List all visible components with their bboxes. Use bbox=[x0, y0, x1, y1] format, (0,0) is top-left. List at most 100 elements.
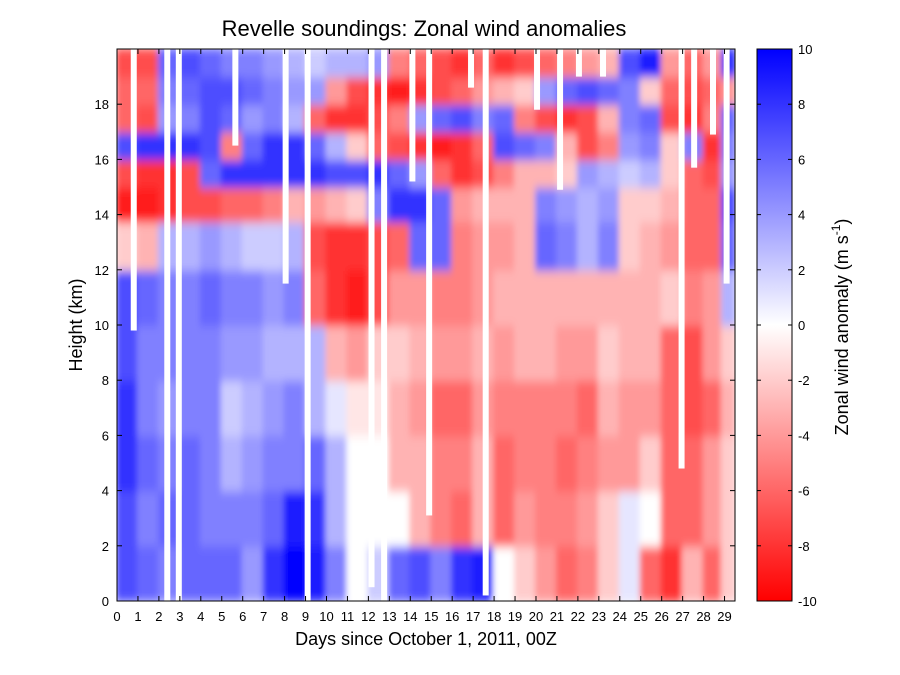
data-gap bbox=[710, 49, 717, 135]
heatmap-cell bbox=[117, 434, 139, 492]
heatmap-cell bbox=[597, 324, 621, 382]
heatmap-cell bbox=[597, 489, 621, 547]
heatmap-cell bbox=[178, 268, 202, 326]
heatmap-cell bbox=[283, 158, 307, 188]
heatmap-cell bbox=[136, 130, 160, 161]
heatmap-cell bbox=[660, 75, 684, 106]
heatmap-cell bbox=[283, 434, 307, 492]
colorbar-label: Zonal wind anomaly (m s-1) bbox=[829, 219, 852, 436]
heatmap-cell bbox=[220, 130, 244, 161]
heatmap-cell bbox=[597, 130, 621, 161]
heatmap-cell bbox=[618, 324, 642, 382]
heatmap-cell bbox=[534, 324, 558, 382]
heatmap-cell bbox=[262, 379, 286, 437]
heatmap-cell bbox=[283, 103, 307, 133]
heatmap-cell bbox=[136, 324, 160, 382]
x-tick-label: 18 bbox=[487, 609, 501, 624]
colorbar-tick-label: 10 bbox=[798, 42, 812, 57]
heatmap-cell bbox=[430, 544, 454, 601]
colorbar-tick-label: 4 bbox=[798, 208, 805, 223]
heatmap-cell bbox=[576, 103, 600, 133]
x-tick-label: 22 bbox=[571, 609, 585, 624]
x-tick-label: 15 bbox=[424, 609, 438, 624]
x-tick-label: 8 bbox=[281, 609, 288, 624]
heatmap-cell bbox=[220, 220, 244, 271]
heatmap-cell bbox=[430, 49, 454, 78]
heatmap-cell bbox=[241, 158, 265, 188]
heatmap-cell bbox=[660, 544, 684, 601]
heatmap-cell bbox=[493, 379, 517, 437]
heatmap-cell bbox=[283, 268, 307, 326]
heatmap-cell bbox=[136, 220, 160, 271]
heatmap-cell bbox=[618, 268, 642, 326]
heatmap-cell bbox=[262, 220, 286, 271]
heatmap-cell bbox=[241, 544, 265, 601]
x-tick-label: 21 bbox=[550, 609, 564, 624]
heatmap-cell bbox=[597, 220, 621, 271]
heatmap-cell bbox=[576, 489, 600, 547]
data-gap bbox=[468, 49, 475, 88]
data-gap bbox=[304, 49, 311, 601]
heatmap-cell bbox=[178, 49, 202, 78]
heatmap-cell bbox=[430, 75, 454, 106]
heatmap-cell bbox=[325, 103, 349, 133]
heatmap-cell bbox=[639, 379, 663, 437]
x-tick-label: 19 bbox=[508, 609, 522, 624]
heatmap-cell bbox=[493, 130, 517, 161]
heatmap-cell bbox=[388, 434, 412, 492]
heatmap-cell bbox=[660, 49, 684, 78]
heatmap-cell bbox=[702, 220, 723, 271]
x-axis-label: Days since October 1, 2011, 00Z bbox=[295, 629, 557, 649]
x-tick-label: 5 bbox=[218, 609, 225, 624]
heatmap-cell bbox=[430, 220, 454, 271]
y-tick-label: 0 bbox=[102, 594, 109, 609]
heatmap-cell bbox=[283, 130, 307, 161]
heatmap bbox=[117, 49, 735, 601]
heatmap-cell bbox=[681, 186, 705, 223]
heatmap-cell bbox=[514, 158, 537, 188]
heatmap-cell bbox=[639, 130, 663, 161]
heatmap-cell bbox=[220, 268, 244, 326]
x-tick-label: 12 bbox=[361, 609, 375, 624]
heatmap-cell bbox=[262, 434, 286, 492]
colorbar-label-sup: -1 bbox=[829, 224, 843, 235]
heatmap-cell bbox=[117, 544, 139, 601]
heatmap-cell bbox=[241, 489, 265, 547]
heatmap-cell bbox=[451, 186, 475, 223]
heatmap-cell bbox=[325, 130, 349, 161]
y-tick-label: 6 bbox=[102, 428, 109, 443]
heatmap-cell bbox=[660, 268, 684, 326]
heatmap-cell bbox=[576, 379, 600, 437]
heatmap-cell bbox=[430, 324, 454, 382]
heatmap-cell bbox=[220, 434, 244, 492]
heatmap-cell bbox=[178, 379, 202, 437]
x-tick-label: 1 bbox=[134, 609, 141, 624]
heatmap-cell bbox=[325, 75, 349, 106]
heatmap-cell bbox=[409, 544, 433, 601]
x-tick-label: 11 bbox=[341, 609, 355, 624]
x-axis: 0 1 2 3 4 5 6 7 8 9 10 11 12 13 14 15 16 17 18 19 20 21 22 23 24… bbox=[113, 49, 732, 624]
heatmap-cell bbox=[136, 103, 160, 133]
heatmap-cell bbox=[514, 75, 537, 106]
heatmap-cell bbox=[199, 103, 223, 133]
heatmap-cell bbox=[639, 186, 663, 223]
heatmap-cell bbox=[178, 130, 202, 161]
data-gap bbox=[232, 49, 239, 146]
heatmap-cell bbox=[241, 434, 265, 492]
heatmap-cell bbox=[388, 186, 412, 223]
data-gap bbox=[482, 49, 489, 596]
heatmap-cell bbox=[325, 324, 349, 382]
data-gap bbox=[600, 49, 607, 77]
data-gap bbox=[164, 49, 171, 601]
heatmap-cell bbox=[534, 130, 558, 161]
y-tick-label: 10 bbox=[95, 318, 109, 333]
heatmap-cell bbox=[117, 489, 139, 547]
heatmap-cell bbox=[388, 324, 412, 382]
heatmap-cell bbox=[555, 186, 579, 223]
heatmap-cell bbox=[618, 49, 642, 78]
x-tick-label: 29 bbox=[717, 609, 731, 624]
colorbar-tick-label: 6 bbox=[798, 152, 805, 167]
heatmap-cell bbox=[199, 158, 223, 188]
heatmap-cell bbox=[639, 49, 663, 78]
